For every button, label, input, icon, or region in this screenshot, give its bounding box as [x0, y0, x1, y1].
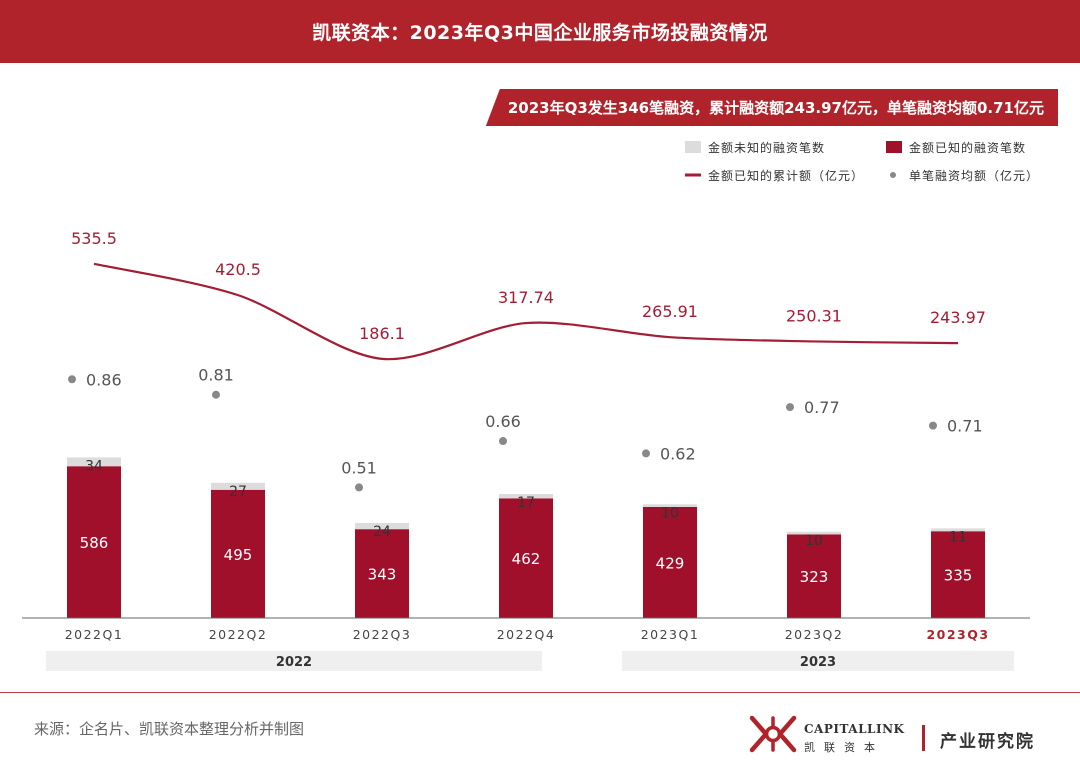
line-label-2022Q4: 317.74: [498, 288, 554, 307]
avg-label-2022Q2: 0.81: [198, 366, 234, 385]
cumulative-amount-line: [93, 262, 959, 361]
year-label-2022: 2022: [276, 655, 312, 670]
brand-name-en: CAPITALLINK: [804, 722, 905, 736]
avg-dot-2022Q2: [212, 390, 220, 399]
bar-known-label-2022Q2: 495: [224, 546, 253, 564]
bar-unknown-label-2023Q3: 11: [949, 529, 967, 545]
avg-dot-2023Q2: [786, 403, 794, 412]
avg-dot-2022Q3: [355, 483, 363, 492]
footer-divider: [0, 692, 1080, 693]
line-label-2022Q1: 535.5: [71, 229, 117, 248]
bar-unknown-label-2023Q1: 10: [661, 505, 679, 521]
year-band-2023: [622, 651, 1014, 671]
x-tick-2022Q3: 2022Q3: [353, 627, 412, 642]
legend-label-avg: 单笔融资均额（亿元）: [909, 168, 1039, 183]
bar-known-label-2022Q3: 343: [368, 566, 397, 584]
year-band-2022: [46, 651, 542, 671]
legend-swatch-unknown: [685, 141, 701, 153]
avg-label-2023Q3: 0.71: [947, 417, 983, 436]
brand-block: CAPITALLINK 凯联资本 产业研究院: [746, 712, 1056, 756]
avg-label-2022Q4: 0.66: [485, 412, 521, 431]
source-note: 来源：企名片、凯联资本整理分析并制图: [34, 720, 305, 738]
header-banner: 凯联资本：2023年Q3中国企业服务市场投融资情况: [0, 0, 1080, 63]
legend-swatch-known: [886, 141, 902, 153]
bar-known-2023Q1: [643, 506, 697, 618]
bar-unknown-2022Q2: [211, 482, 265, 490]
line-label-2023Q3: 243.97: [930, 308, 986, 327]
bar-known-label-2023Q1: 429: [656, 554, 685, 572]
bar-unknown-2022Q4: [499, 493, 553, 499]
x-tick-2022Q1: 2022Q1: [65, 627, 124, 642]
x-tick-2022Q2: 2022Q2: [209, 627, 268, 642]
bar-known-2022Q4: [499, 498, 553, 618]
bar-unknown-2022Q3: [355, 522, 409, 530]
x-tick-2023Q3: 2023Q3: [926, 627, 989, 642]
avg-dot-2022Q4: [499, 437, 507, 446]
avg-label-2022Q3: 0.51: [341, 458, 377, 477]
year-label-2023: 2023: [800, 655, 836, 670]
bar-known-2022Q2: [211, 489, 265, 618]
line-label-2022Q2: 420.5: [215, 260, 261, 279]
line-label-2022Q3: 186.1: [359, 324, 405, 343]
bar-known-2022Q1: [67, 466, 121, 618]
brand-department: 产业研究院: [940, 732, 1035, 752]
line-label-2023Q2: 250.31: [786, 306, 842, 325]
brand-separator: [922, 725, 925, 751]
legend-label-known: 金额已知的融资笔数: [909, 140, 1026, 155]
bar-unknown-label-2023Q2: 10: [805, 533, 823, 549]
avg-dot-2023Q3: [929, 421, 937, 430]
bar-known-2023Q2: [787, 534, 841, 618]
legend-swatch-avg: [890, 172, 896, 178]
bar-known-label-2023Q2: 323: [800, 568, 829, 586]
line-label-2023Q1: 265.91: [642, 302, 698, 321]
bar-known-label-2022Q1: 586: [80, 534, 109, 552]
legend-label-unknown: 金额未知的融资笔数: [708, 140, 825, 155]
summary-banner: 2023年Q3发生346笔融资，累计融资额243.97亿元，单笔融资均额0.71…: [485, 89, 1058, 126]
x-tick-2023Q1: 2023Q1: [641, 627, 700, 642]
x-tick-2023Q2: 2023Q2: [785, 627, 844, 642]
bar-unknown-label-2022Q1: 34: [85, 458, 103, 474]
x-tick-2022Q4: 2022Q4: [497, 627, 556, 642]
bar-unknown-2023Q2: [787, 531, 841, 535]
page-title: 凯联资本：2023年Q3中国企业服务市场投融资情况: [312, 22, 768, 44]
brand-name-cn: 凯联资本: [804, 741, 884, 754]
avg-label-2022Q1: 0.86: [86, 370, 122, 389]
avg-label-2023Q1: 0.62: [660, 444, 696, 463]
avg-label-2023Q2: 0.77: [804, 398, 840, 417]
bar-unknown-label-2022Q4: 17: [517, 495, 535, 511]
bar-unknown-2023Q1: [643, 504, 697, 507]
bar-known-label-2023Q3: 335: [944, 567, 973, 585]
bar-unknown-2023Q3: [931, 528, 985, 532]
avg-dot-2023Q1: [642, 449, 650, 458]
bar-known-2022Q3: [355, 529, 409, 618]
bar-known-2023Q3: [931, 531, 985, 618]
capitallink-logo: [749, 715, 797, 753]
summary-text: 2023年Q3发生346笔融资，累计融资额243.97亿元，单笔融资均额0.71…: [507, 99, 1044, 117]
legend-label-line: 金额已知的累计额（亿元）: [708, 168, 864, 183]
financing-chart: 2022 2023 586 34 495 27 343 24 462 17 429 10 323 10 33…: [22, 140, 1039, 671]
bar-unknown-2022Q1: [67, 457, 121, 467]
bar-unknown-label-2022Q2: 27: [229, 484, 247, 500]
avg-dot-2022Q1: [68, 375, 76, 384]
bar-unknown-label-2022Q3: 24: [373, 524, 391, 540]
bar-known-label-2022Q4: 462: [512, 550, 541, 568]
